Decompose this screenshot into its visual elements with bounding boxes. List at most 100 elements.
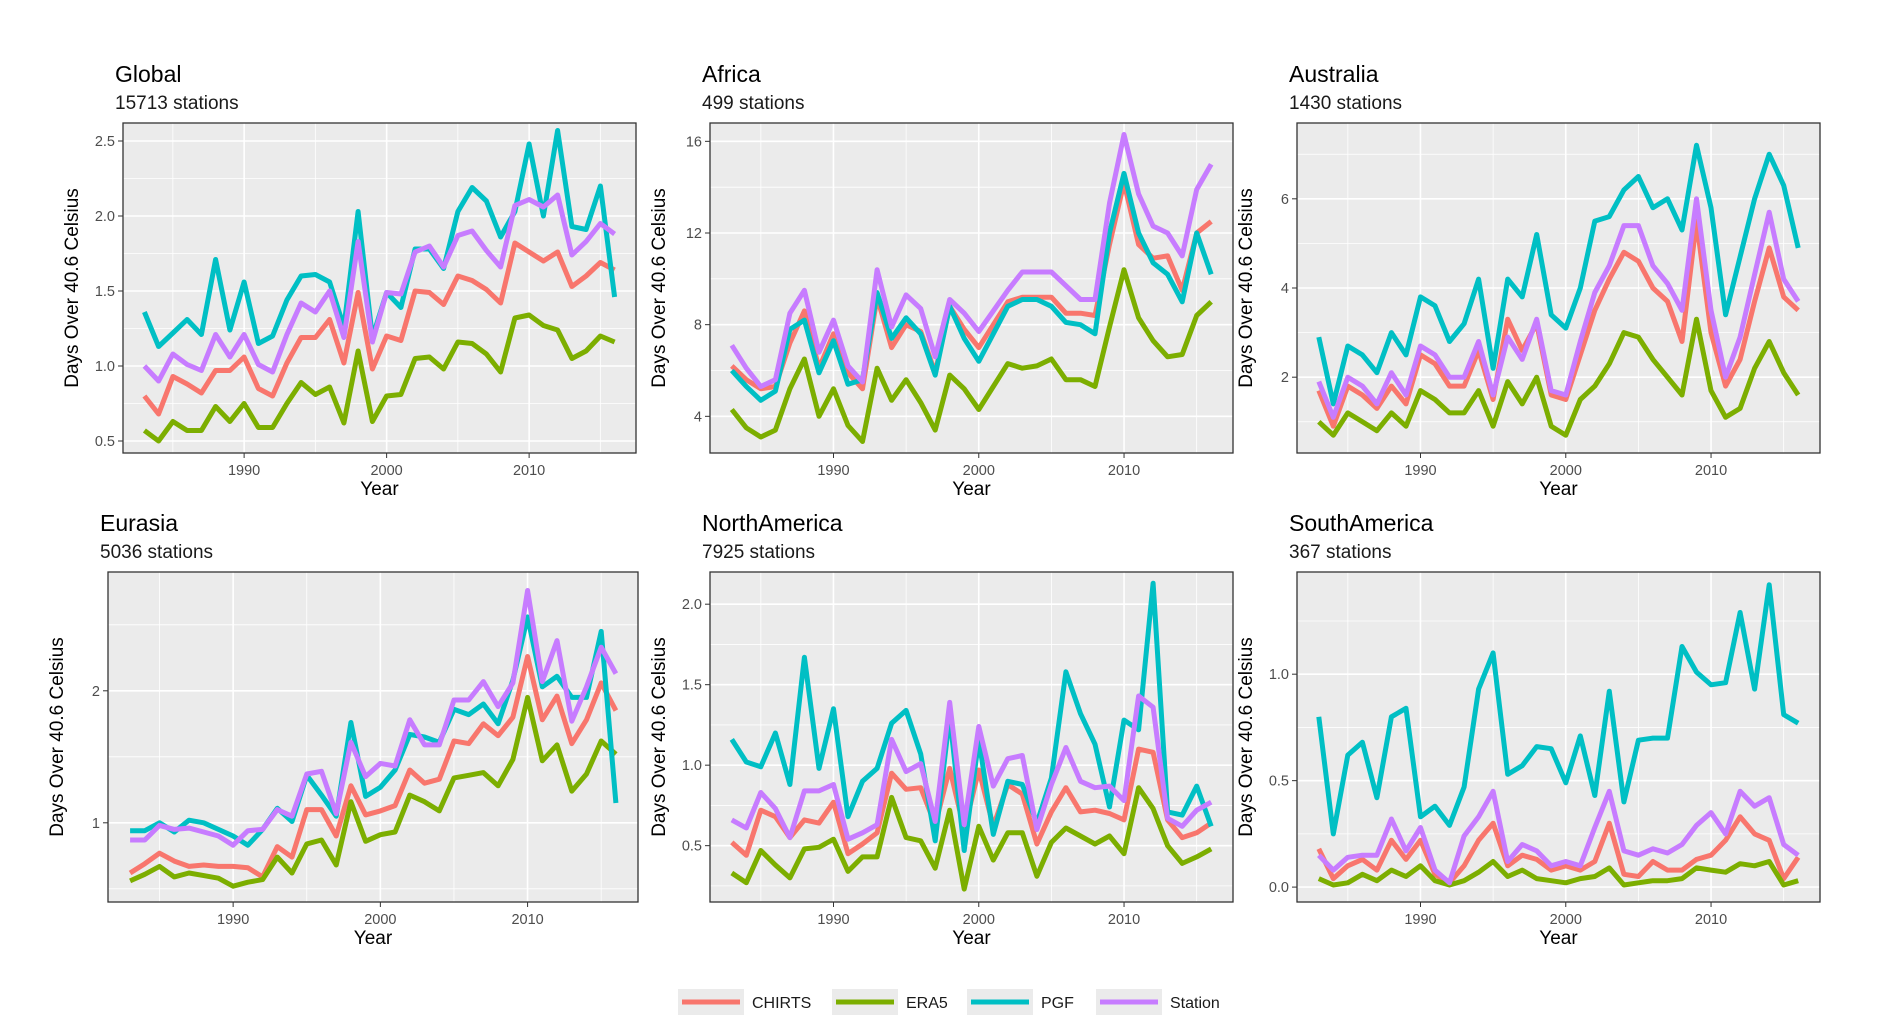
y-tick-label: 1 — [92, 816, 100, 832]
series-line-station — [130, 588, 619, 848]
legend-item-chirts: CHIRTS — [678, 989, 811, 1015]
series-line-era5 — [729, 267, 1213, 444]
panel-subtitle: 7925 stations — [702, 542, 815, 563]
panel-global: Global 15713 stations 1990 2000 2010 0.5 1.0 1.… — [62, 61, 637, 500]
series-line-pgf — [130, 614, 619, 848]
x-tick-label: 2010 — [1695, 912, 1727, 928]
panel-africa: Africa 499 stations 1990 2000 2010 4 8 12 16 Year… — [649, 61, 1234, 500]
panel-australia: Australia 1430 stations 1990 2000 2010 2 4 6 Yea… — [1236, 61, 1821, 500]
y-tick-label: 6 — [1281, 192, 1289, 208]
panel-subtitle: 5036 stations — [100, 542, 213, 563]
legend-label: Station — [1170, 995, 1220, 1012]
x-tick-label: 1990 — [1404, 912, 1436, 928]
legend: CHIRTS ERA5 PGF Station — [678, 989, 1220, 1015]
x-axis-label: Year — [1539, 928, 1578, 949]
plot-background — [1297, 572, 1820, 902]
y-tick-label: 0.5 — [682, 839, 702, 855]
y-axis-label: Days Over 40.6 Celsius — [47, 637, 68, 837]
x-tick-label: 2010 — [511, 912, 543, 928]
x-tick-label: 2000 — [963, 912, 995, 928]
panel-title: Global — [115, 61, 181, 87]
y-tick-label: 2.5 — [95, 134, 115, 150]
panel-northamerica: NorthAmerica 7925 stations 1990 2000 2010 0.5… — [649, 510, 1234, 949]
plot-border — [1296, 571, 1821, 903]
series-line-pgf — [729, 170, 1214, 403]
series-line-era5 — [129, 694, 618, 889]
series-line-station — [729, 132, 1214, 389]
y-tick-label: 2.0 — [95, 209, 115, 225]
x-tick-label: 1990 — [228, 463, 260, 479]
y-axis-label: Days Over 40.6 Celsius — [649, 637, 670, 837]
panel-title: Africa — [702, 61, 761, 87]
x-tick-label: 2010 — [1695, 463, 1727, 479]
series-line-era5 — [142, 312, 616, 444]
legend-label: ERA5 — [906, 995, 948, 1012]
legend-item-station: Station — [1096, 989, 1220, 1015]
y-tick-label: 4 — [1281, 281, 1289, 297]
x-tick-label: 1990 — [817, 463, 849, 479]
panel-subtitle: 367 stations — [1289, 542, 1391, 563]
panel-title: SouthAmerica — [1289, 510, 1434, 536]
y-tick-label: 2.0 — [682, 597, 702, 613]
legend-label: CHIRTS — [752, 995, 811, 1012]
y-tick-label: 1.0 — [682, 758, 702, 774]
plot-border — [709, 122, 1234, 454]
y-tick-label: 16 — [686, 134, 702, 150]
series-line-era5 — [730, 785, 1213, 892]
series-line-era5 — [1317, 859, 1799, 888]
series-line-chirts — [1316, 218, 1800, 429]
x-tick-label: 2010 — [1108, 912, 1140, 928]
panel-title: Eurasia — [100, 510, 178, 536]
plot-background — [108, 572, 638, 902]
series-line-chirts — [1316, 814, 1801, 886]
y-tick-label: 0.5 — [1269, 774, 1289, 790]
x-tick-label: 2010 — [1108, 463, 1140, 479]
y-tick-label: 2 — [92, 684, 100, 700]
series-line-pgf — [1316, 582, 1800, 837]
panel-southamerica: SouthAmerica 367 stations 1990 2000 2010 0.0 0… — [1236, 510, 1821, 949]
x-axis-label: Year — [360, 479, 399, 500]
x-tick-label: 1990 — [1404, 463, 1436, 479]
panel-subtitle: 499 stations — [702, 93, 804, 114]
y-tick-label: 1.0 — [1269, 667, 1289, 683]
y-tick-label: 2 — [1281, 370, 1289, 386]
plot-background — [710, 123, 1233, 453]
legend-label: PGF — [1041, 995, 1074, 1012]
plot-border — [107, 571, 639, 903]
plot-border — [122, 122, 637, 454]
y-tick-label: 0.0 — [1269, 880, 1289, 896]
legend-item-era5: ERA5 — [832, 989, 948, 1015]
y-tick-label: 8 — [694, 318, 702, 334]
series-line-chirts — [142, 240, 616, 417]
series-line-pgf — [729, 580, 1214, 853]
legend-item-pgf: PGF — [967, 989, 1074, 1015]
x-tick-label: 2000 — [963, 463, 995, 479]
x-tick-label: 2000 — [370, 463, 402, 479]
series-line-chirts — [128, 654, 619, 880]
plot-border — [1296, 122, 1821, 454]
y-tick-label: 1.5 — [95, 284, 115, 300]
x-tick-label: 1990 — [217, 912, 249, 928]
x-tick-label: 2010 — [513, 463, 545, 479]
y-axis-label: Days Over 40.6 Celsius — [649, 188, 670, 388]
y-tick-label: 1.0 — [95, 359, 115, 375]
series-line-station — [730, 693, 1213, 842]
y-tick-label: 4 — [694, 409, 702, 425]
x-tick-label: 2000 — [364, 912, 396, 928]
series-line-station — [1317, 788, 1800, 886]
x-axis-label: Year — [952, 479, 991, 500]
y-tick-label: 0.5 — [95, 434, 115, 450]
x-tick-label: 2000 — [1550, 463, 1582, 479]
series-line-pgf — [1316, 142, 1801, 407]
y-tick-label: 1.5 — [682, 678, 702, 694]
panel-title: NorthAmerica — [702, 510, 843, 536]
x-axis-label: Year — [1539, 479, 1578, 500]
series-line-era5 — [1317, 316, 1801, 438]
x-tick-label: 1990 — [817, 912, 849, 928]
panel-subtitle: 1430 stations — [1289, 93, 1402, 114]
y-tick-label: 12 — [686, 226, 702, 242]
series-line-station — [1316, 196, 1801, 420]
x-tick-label: 2000 — [1550, 912, 1582, 928]
y-axis-label: Days Over 40.6 Celsius — [1236, 637, 1257, 837]
